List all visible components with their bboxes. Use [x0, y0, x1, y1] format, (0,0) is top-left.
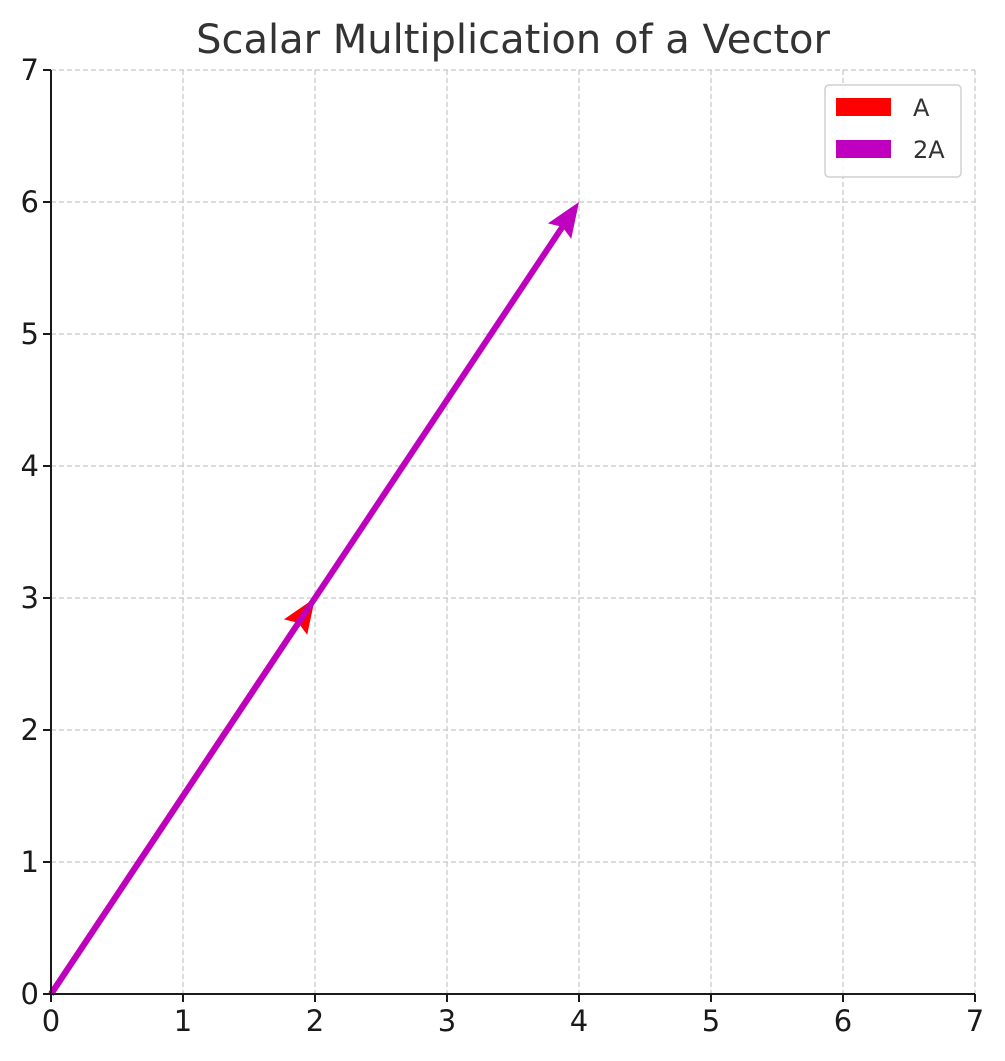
legend-label-1: A	[913, 94, 930, 122]
y-tick-label-2: 2	[21, 713, 39, 747]
vectors	[48, 202, 579, 996]
x-tick-label-3: 3	[438, 1004, 456, 1038]
x-tick-label-7: 7	[966, 1004, 984, 1038]
y-tick-label-1: 1	[21, 845, 39, 879]
legend-swatch-1	[836, 98, 891, 116]
y-tick-label-6: 6	[21, 185, 39, 219]
x-tick-label-1: 1	[174, 1004, 192, 1038]
legend-label-2: 2A	[913, 136, 945, 164]
vector-arrow-2	[48, 202, 579, 996]
grid	[51, 69, 976, 994]
y-tick-label-4: 4	[21, 449, 39, 483]
y-tick-label-3: 3	[21, 581, 39, 615]
y-tick-label-0: 0	[21, 977, 39, 1011]
legend-swatch-2	[836, 140, 891, 158]
x-tick-label-4: 4	[570, 1004, 588, 1038]
chart-title: Scalar Multiplication of a Vector	[196, 17, 830, 63]
y-tick-label-7: 7	[21, 53, 39, 87]
axes: 0 1 2 3 4 5 6 7 0 1 2 3 4 5 6 7	[21, 53, 985, 1038]
x-tick-label-0: 0	[42, 1004, 60, 1038]
x-tick-label-5: 5	[702, 1004, 720, 1038]
y-tick-label-5: 5	[21, 317, 39, 351]
legend: A 2A	[824, 84, 962, 178]
x-tick-label-6: 6	[834, 1004, 852, 1038]
x-tick-label-2: 2	[306, 1004, 324, 1038]
